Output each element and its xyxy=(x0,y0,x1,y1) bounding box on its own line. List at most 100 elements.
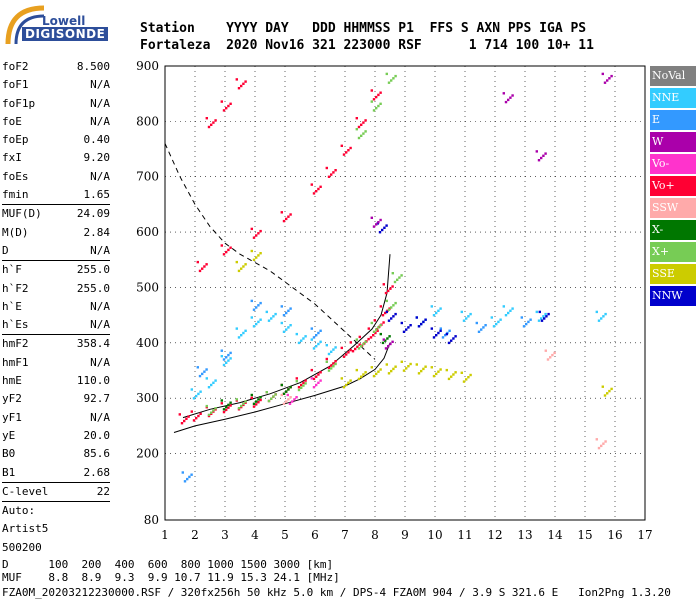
point-nnw xyxy=(390,317,393,320)
point-vo- xyxy=(291,400,294,403)
param-name: foF1p xyxy=(2,96,36,110)
point-w xyxy=(507,98,510,102)
point-e xyxy=(477,330,481,333)
point-nne xyxy=(602,315,605,318)
point-vo- xyxy=(347,149,350,152)
param-value: N/A xyxy=(90,96,110,110)
param-name: h`F2 xyxy=(2,281,29,295)
point-x- xyxy=(332,365,335,368)
point-vo- xyxy=(198,269,202,273)
point-x- xyxy=(300,386,303,389)
point-nne xyxy=(319,340,322,343)
param-name: Artist5 xyxy=(2,522,49,536)
point-sse xyxy=(400,360,403,363)
point-vo- xyxy=(317,381,320,384)
point-vo- xyxy=(195,417,198,420)
point-e xyxy=(196,366,199,369)
point-vo- xyxy=(310,183,313,186)
legend-item-sse: SSE xyxy=(650,264,696,284)
point-e xyxy=(287,309,290,312)
point-x- xyxy=(355,338,358,341)
point-e xyxy=(480,328,483,331)
point-nnw xyxy=(422,320,425,324)
point-nne xyxy=(252,325,256,328)
point-x- xyxy=(360,134,363,137)
point-ssw xyxy=(553,351,556,355)
logo-digisonde: DIGISONDE xyxy=(22,27,109,41)
param-name: MUF(D) xyxy=(2,207,42,221)
point-e xyxy=(205,368,208,371)
point-vo- xyxy=(351,350,355,353)
point-vo- xyxy=(391,285,394,288)
point-sse xyxy=(405,367,408,370)
point-e xyxy=(259,301,262,305)
point-vo- xyxy=(372,334,375,337)
param-row: D N/A xyxy=(2,242,110,260)
point-sse xyxy=(379,368,382,371)
point-vo- xyxy=(235,78,238,81)
point-vo- xyxy=(207,125,211,129)
point-vo- xyxy=(244,80,247,83)
point-sse xyxy=(432,374,436,378)
point-vo- xyxy=(347,351,350,354)
point-sse xyxy=(447,377,451,381)
point-w xyxy=(542,154,545,157)
point-vo- xyxy=(334,360,337,363)
point-nne xyxy=(227,359,230,362)
point-nne xyxy=(469,312,472,316)
param-value: 110.0 xyxy=(76,374,110,388)
point-e xyxy=(282,314,286,317)
point-vo- xyxy=(319,371,322,374)
point-nne xyxy=(499,318,502,321)
point-x- xyxy=(375,328,378,331)
point-x- xyxy=(272,395,275,398)
point-nne xyxy=(259,318,262,321)
point-nnw xyxy=(394,312,397,316)
point-e xyxy=(522,325,526,328)
point-e xyxy=(475,321,478,325)
point-e xyxy=(257,304,260,307)
point-nne xyxy=(597,319,601,322)
point-sse xyxy=(250,249,253,253)
point-x- xyxy=(385,72,388,76)
legend-item-vo-: Vo- xyxy=(650,154,696,174)
point-nne xyxy=(237,336,241,339)
point-vo- xyxy=(252,405,256,408)
param-value: N/A xyxy=(90,318,110,332)
point-x- xyxy=(330,367,333,370)
point-e xyxy=(190,473,193,476)
point-vo- xyxy=(379,305,382,308)
point-nne xyxy=(511,307,514,310)
point-sse xyxy=(424,365,427,368)
point-x- xyxy=(362,132,365,135)
point-e xyxy=(285,311,288,315)
y-tick-label: 600 xyxy=(136,225,159,239)
point-vo- xyxy=(315,383,318,387)
param-name: hmF1 xyxy=(2,355,29,369)
point-sse xyxy=(610,387,613,391)
point-x- xyxy=(379,324,382,327)
point-ssw xyxy=(280,393,283,397)
x-tick-label: 16 xyxy=(607,528,622,542)
point-nnw xyxy=(402,330,406,333)
logo-arc-icon xyxy=(5,5,45,45)
param-value: 8.500 xyxy=(76,60,110,73)
point-w xyxy=(375,223,378,226)
point-e xyxy=(525,322,528,326)
param-row: fxI 9.20 xyxy=(2,149,110,167)
point-nnw xyxy=(409,324,412,327)
point-vo- xyxy=(201,267,204,270)
point-x- xyxy=(214,407,217,410)
point-x- xyxy=(325,360,328,363)
point-nne xyxy=(495,322,498,326)
point-e xyxy=(289,307,292,310)
point-vo- xyxy=(287,215,290,218)
point-nne xyxy=(502,305,505,308)
point-nne xyxy=(312,347,316,350)
point-vo- xyxy=(259,229,262,233)
point-sse xyxy=(242,265,245,268)
point-e xyxy=(527,320,530,324)
point-x- xyxy=(282,392,286,395)
point-nnw xyxy=(452,337,455,340)
